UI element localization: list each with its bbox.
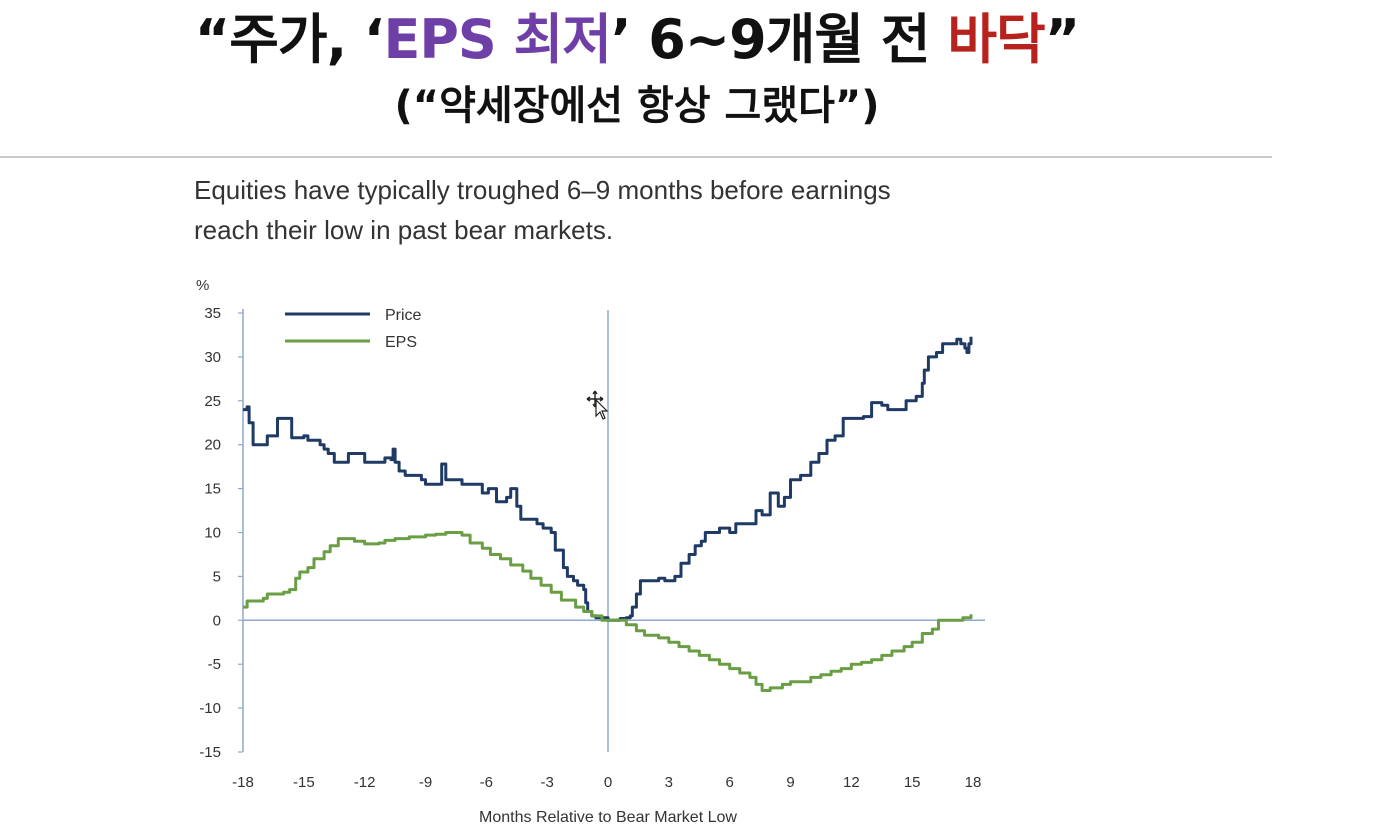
x-tick-label: 3: [665, 774, 673, 791]
x-tick-label: -3: [540, 774, 553, 791]
legend-label-eps: EPS: [385, 334, 417, 351]
x-tick-label: -9: [419, 774, 432, 791]
x-tick-label: 9: [786, 774, 794, 791]
y-tick-label: -10: [199, 700, 221, 717]
series-line-price: [243, 336, 973, 622]
y-tick-label: -5: [208, 656, 221, 673]
y-tick-label: 10: [204, 525, 221, 542]
x-axis-label: Months Relative to Bear Market Low: [479, 809, 737, 826]
headline-eps-low: EPS 최저: [383, 8, 612, 71]
y-tick-label: -15: [199, 744, 221, 761]
chart-title: Equities have typically troughed 6–9 mon…: [194, 175, 891, 245]
x-tick-label: 6: [725, 774, 733, 791]
x-tick-label: 18: [965, 774, 982, 791]
y-tick-label: 5: [213, 568, 221, 585]
headline: “주가, ‘EPS 최저’ 6~9개월 전 바닥” (“약세장에선 항상 그랬다…: [0, 4, 1384, 134]
x-tick-label: -15: [293, 774, 315, 791]
y-tick-label: 35: [204, 305, 221, 322]
y-tick-label: 0: [213, 612, 221, 629]
headline-main: “주가, ‘EPS 최저’ 6~9개월 전 바닥”: [0, 4, 1384, 76]
x-tick-label: -6: [480, 774, 493, 791]
y-tick-label: 25: [204, 393, 221, 410]
headline-bottom: 바닥: [947, 8, 1045, 71]
series-line-eps: [243, 531, 973, 692]
x-tick-label: -18: [232, 774, 254, 791]
x-tick-label: 15: [904, 774, 921, 791]
move-cursor-icon: [586, 390, 609, 420]
y-tick-label: 20: [204, 437, 221, 454]
x-tick-label: 0: [604, 774, 612, 791]
y-tick-label: 15: [204, 481, 221, 498]
headline-sub: (“약세장에선 항상 그랬다”): [394, 83, 880, 129]
headline-part: ’ 6~9개월 전: [610, 8, 948, 71]
divider-rule: [0, 156, 1272, 158]
y-axis-unit: %: [196, 277, 209, 294]
y-tick-label: 30: [204, 349, 221, 366]
headline-part: “주가, ‘: [194, 8, 385, 71]
x-tick-label: 12: [843, 774, 860, 791]
x-tick-label: -12: [354, 774, 376, 791]
legend-label-price: Price: [385, 307, 422, 324]
headline-part: ”: [1044, 8, 1080, 71]
